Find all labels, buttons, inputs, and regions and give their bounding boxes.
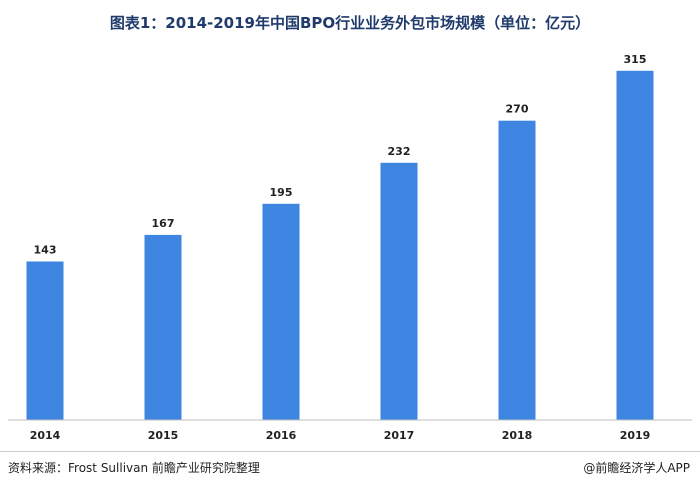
value-label-2018: 270 [506,103,529,116]
bar-2015 [144,234,182,420]
bar-2017 [380,162,418,421]
bar-2019 [616,70,654,421]
chart-title: 图表1：2014-2019年中国BPO行业业务外包市场规模（单位：亿元） [109,14,591,32]
credit-note: @前瞻经济学人APP [583,461,690,475]
bar-2016 [262,203,300,420]
value-label-2014: 143 [34,244,57,257]
value-label-2015: 167 [152,217,175,230]
tick-label-2016: 2016 [266,429,297,442]
bars-group [26,70,654,421]
footer-divider [0,451,700,452]
value-label-2016: 195 [270,186,293,199]
tick-label-2017: 2017 [384,429,415,442]
bar-2018 [498,120,536,420]
tick-labels-group: 2014 2015 2016 2017 2018 2019 [30,429,651,442]
tick-label-2018: 2018 [502,429,533,442]
tick-label-2015: 2015 [148,429,179,442]
value-label-2019: 315 [624,53,647,66]
source-note: 资料来源：Frost Sullivan 前瞻产业研究院整理 [8,461,260,475]
value-labels-group: 143 167 195 232 270 315 [34,53,647,257]
value-label-2017: 232 [388,145,411,158]
tick-label-2019: 2019 [620,429,651,442]
bar-2014 [26,261,64,420]
tick-label-2014: 2014 [30,429,61,442]
